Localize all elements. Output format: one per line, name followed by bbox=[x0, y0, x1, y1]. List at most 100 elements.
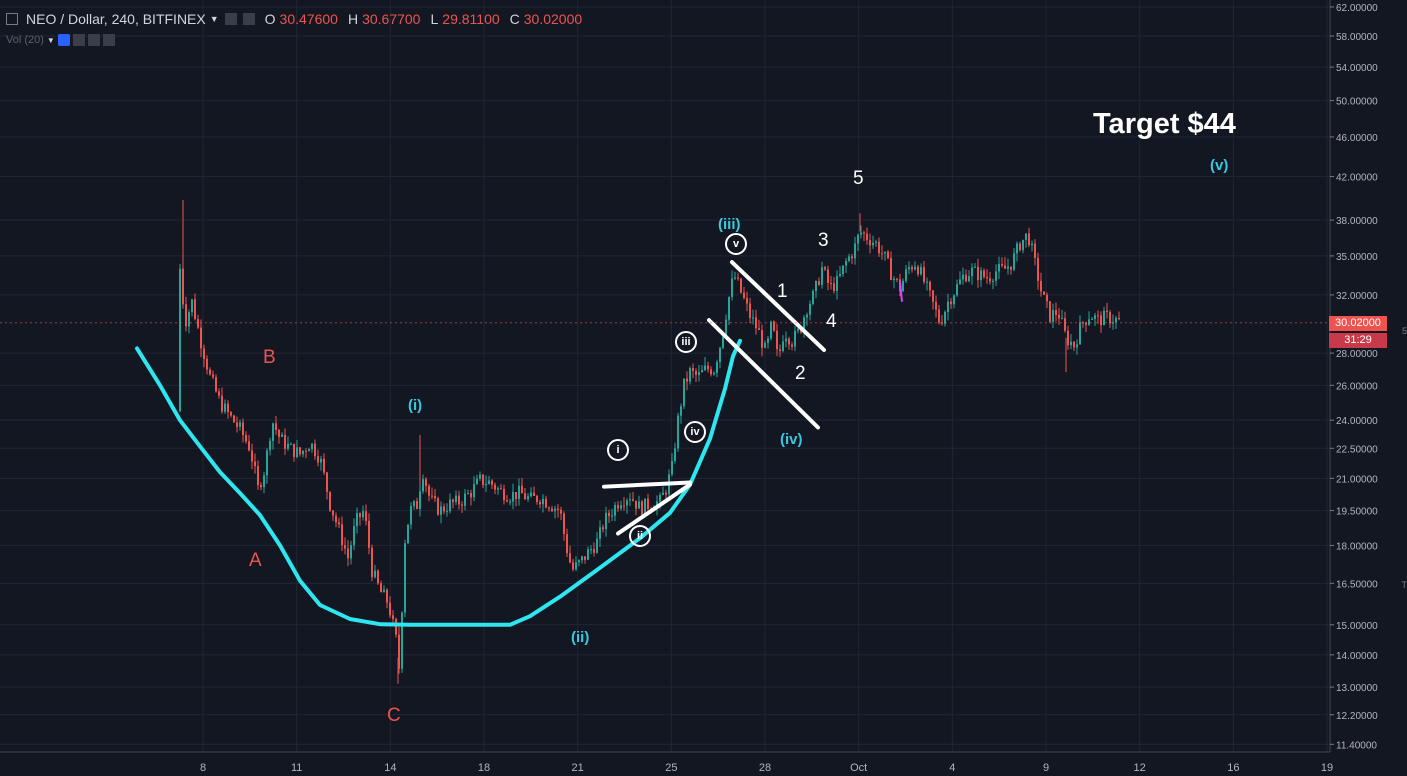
candle-body bbox=[185, 304, 187, 327]
volume-label[interactable]: Vol (20) bbox=[6, 34, 44, 46]
candle-body bbox=[389, 602, 391, 616]
candle-body bbox=[929, 281, 931, 291]
candle-body bbox=[1019, 243, 1021, 251]
price-tick-label: 54.00000 bbox=[1336, 63, 1378, 74]
candle-body bbox=[719, 347, 721, 363]
candle-body bbox=[725, 319, 727, 337]
price-axis[interactable]: 62.00000 58.00000 54.00000 50.00000 46.00000… bbox=[1329, 0, 1407, 776]
volume-legend: Vol (20) ▼ bbox=[6, 34, 115, 46]
collapse-icon[interactable] bbox=[6, 13, 18, 25]
candle-body bbox=[746, 297, 748, 304]
price-tick-label: 11.40000 bbox=[1336, 740, 1377, 751]
candle-body bbox=[1103, 310, 1105, 326]
time-tick-label: 8 bbox=[200, 762, 206, 774]
candle-body bbox=[221, 395, 223, 412]
candle-body bbox=[560, 509, 562, 514]
candle-body bbox=[281, 434, 283, 437]
candle-body bbox=[290, 443, 292, 445]
candle-body bbox=[665, 492, 667, 495]
settings-icon[interactable] bbox=[72, 34, 85, 46]
candle-body bbox=[1076, 344, 1078, 348]
price-tick-label: 62.00000 bbox=[1336, 3, 1378, 14]
trendline bbox=[616, 482, 692, 536]
legend-header: NEO / Dollar, 240, BITFINEX ▼ O 30.47600 … bbox=[6, 11, 582, 27]
candle-body bbox=[749, 303, 751, 319]
candle-body bbox=[980, 270, 982, 281]
candle-body bbox=[881, 253, 883, 255]
candle-highlight bbox=[899, 281, 903, 302]
candle-body bbox=[278, 430, 280, 437]
price-tick-label: 14.00000 bbox=[1336, 651, 1378, 662]
candle-body bbox=[788, 338, 790, 345]
candle-body bbox=[401, 612, 403, 669]
candle-body bbox=[890, 258, 892, 281]
symbol-title[interactable]: NEO / Dollar, 240, BITFINEX bbox=[26, 11, 206, 27]
candle-body bbox=[1043, 291, 1045, 295]
candle-body bbox=[608, 512, 610, 517]
close-value: 30.02000 bbox=[523, 11, 583, 27]
eye-icon[interactable] bbox=[57, 34, 70, 46]
candle-body bbox=[662, 492, 664, 495]
candle-body bbox=[1061, 318, 1063, 320]
candle-body bbox=[944, 311, 946, 324]
candle-body bbox=[1112, 322, 1114, 324]
candle-body bbox=[896, 278, 898, 280]
candle-body bbox=[707, 365, 709, 370]
candle-body bbox=[614, 505, 616, 516]
chevron-down-icon[interactable]: ▼ bbox=[46, 35, 55, 45]
settings-icon[interactable] bbox=[224, 13, 237, 25]
candle-body bbox=[191, 299, 193, 313]
price-tick-label: 46.00000 bbox=[1336, 133, 1378, 144]
candle-body bbox=[839, 273, 841, 276]
hide-icon[interactable] bbox=[242, 13, 255, 25]
candle-body bbox=[791, 344, 793, 347]
candle-body bbox=[377, 570, 379, 584]
candle-body bbox=[473, 484, 475, 498]
candle-body bbox=[626, 500, 628, 506]
candle-body bbox=[329, 491, 331, 511]
candle-body bbox=[575, 562, 577, 570]
close-icon[interactable] bbox=[102, 34, 115, 46]
time-axis[interactable]: 8 11 14 18 21 25 28 Oct 4 9 12 16 19 bbox=[0, 751, 1333, 774]
candle-body bbox=[569, 553, 571, 563]
price-tick-label: 19.50000 bbox=[1336, 507, 1378, 518]
candle-body bbox=[815, 281, 817, 291]
candle-body bbox=[1007, 266, 1009, 269]
candle-body bbox=[713, 372, 715, 375]
candle-body bbox=[971, 267, 973, 277]
candle-body bbox=[362, 511, 364, 518]
candle-body bbox=[866, 233, 868, 241]
candle-body bbox=[323, 458, 325, 473]
wave-label-v: (v) bbox=[1210, 157, 1229, 174]
candle-body bbox=[953, 295, 955, 305]
chevron-down-icon[interactable]: ▼ bbox=[209, 14, 219, 24]
candle-body bbox=[341, 524, 343, 546]
last-price-tag: 30.02000 bbox=[1329, 316, 1387, 331]
candle-body bbox=[848, 256, 850, 261]
candle-body bbox=[239, 422, 241, 427]
candle-body bbox=[536, 495, 538, 502]
candle-body bbox=[1085, 322, 1087, 325]
candle-body bbox=[293, 443, 295, 458]
candle-body bbox=[1049, 301, 1051, 322]
candle-body bbox=[776, 330, 778, 350]
add-icon[interactable] bbox=[87, 34, 100, 46]
candle-body bbox=[758, 328, 760, 330]
trendline bbox=[602, 480, 692, 489]
candle-body bbox=[659, 494, 661, 502]
wave-label-a: A bbox=[249, 550, 262, 571]
wave-label-2: 2 bbox=[795, 363, 806, 384]
candle-body bbox=[212, 374, 214, 378]
candle-body bbox=[479, 474, 481, 479]
candle-body bbox=[974, 266, 976, 268]
candle-body bbox=[1067, 330, 1069, 346]
candle-body bbox=[1022, 239, 1024, 251]
candle-body bbox=[1064, 318, 1066, 331]
wave-label-3: 3 bbox=[818, 230, 829, 251]
candle-body bbox=[488, 480, 490, 484]
target-annotation: Target $44 bbox=[1093, 108, 1236, 140]
wave-circle-iii: iii bbox=[675, 331, 697, 353]
candle-body bbox=[248, 441, 250, 451]
candle-body bbox=[947, 301, 949, 312]
